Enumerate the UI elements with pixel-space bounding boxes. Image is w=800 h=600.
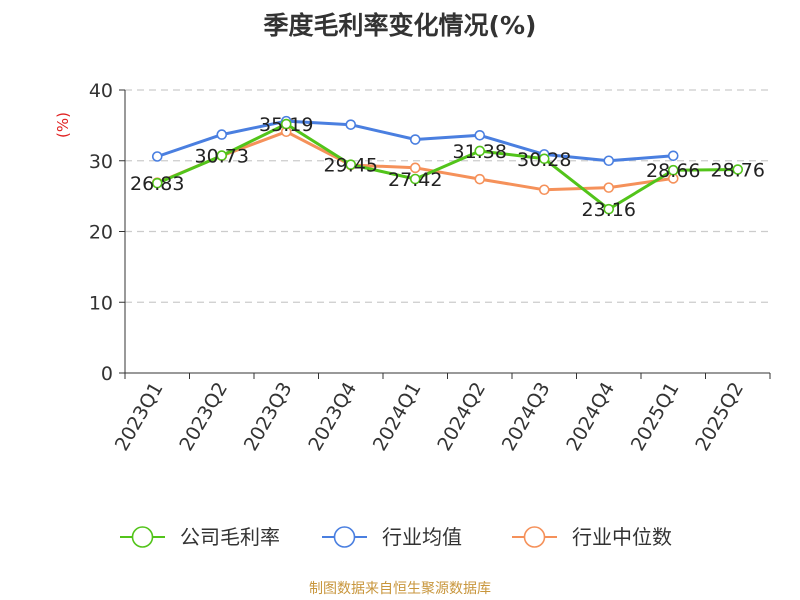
x-tick-label: 2024Q2 — [433, 379, 490, 455]
x-tick-label: 2024Q4 — [562, 379, 619, 455]
y-axis-label: (%) — [54, 112, 72, 138]
data-label: 31.38 — [453, 141, 507, 163]
y-tick-label: 30 — [89, 151, 113, 173]
data-point — [216, 129, 228, 140]
data-point — [216, 150, 228, 161]
chart-title: 季度毛利率变化情况(%) — [263, 11, 537, 40]
data-label: 27.42 — [388, 169, 442, 191]
series-line — [156, 122, 738, 211]
legend-label: 公司毛利率 — [180, 525, 280, 549]
legend-marker — [131, 526, 154, 548]
data-point — [538, 184, 550, 196]
data-point — [603, 182, 615, 193]
legend-label: 行业均值 — [382, 525, 462, 549]
x-tick-label: 2023Q2 — [175, 379, 232, 455]
data-label: 28.76 — [711, 160, 765, 182]
data-point — [603, 203, 615, 215]
source-note: 制图数据来自恒生聚源数据库 — [309, 581, 491, 597]
data-label: 23.16 — [582, 199, 636, 221]
legend-label: 行业中位数 — [572, 525, 672, 549]
x-tick-label: 2023Q3 — [240, 379, 297, 455]
data-point — [603, 155, 615, 167]
x-tick-label: 2023Q4 — [304, 379, 361, 455]
y-tick-label: 0 — [101, 363, 113, 385]
x-tick-label: 2023Q1 — [111, 379, 168, 455]
data-point — [151, 151, 163, 162]
x-tick-label: 2025Q1 — [627, 379, 684, 455]
data-point — [732, 164, 744, 175]
data-point — [667, 150, 679, 162]
x-tick-label: 2025Q2 — [691, 379, 748, 455]
data-point — [345, 159, 357, 170]
data-label: 30.28 — [517, 149, 571, 171]
data-point — [409, 162, 421, 174]
legend-marker — [333, 526, 356, 548]
y-tick-label: 20 — [89, 222, 113, 244]
x-tick-label: 2024Q1 — [369, 379, 426, 455]
y-tick-label: 10 — [89, 292, 113, 314]
data-point — [345, 119, 357, 130]
data-point — [474, 145, 486, 157]
x-tick-label: 2024Q3 — [498, 379, 555, 455]
data-point — [151, 177, 163, 189]
data-point — [280, 118, 292, 130]
data-point — [409, 134, 421, 145]
data-point — [667, 164, 679, 176]
y-tick-label: 40 — [89, 80, 113, 102]
data-label: 29.45 — [324, 155, 378, 177]
data-label: 30.73 — [195, 146, 249, 168]
data-label: 26.83 — [130, 173, 184, 195]
legend-marker — [523, 526, 546, 548]
data-point — [409, 173, 421, 185]
data-point — [474, 173, 486, 185]
data-label: 28.66 — [646, 160, 700, 182]
data-point — [474, 129, 486, 141]
data-point — [538, 153, 550, 165]
data-label: 35.19 — [259, 114, 313, 136]
